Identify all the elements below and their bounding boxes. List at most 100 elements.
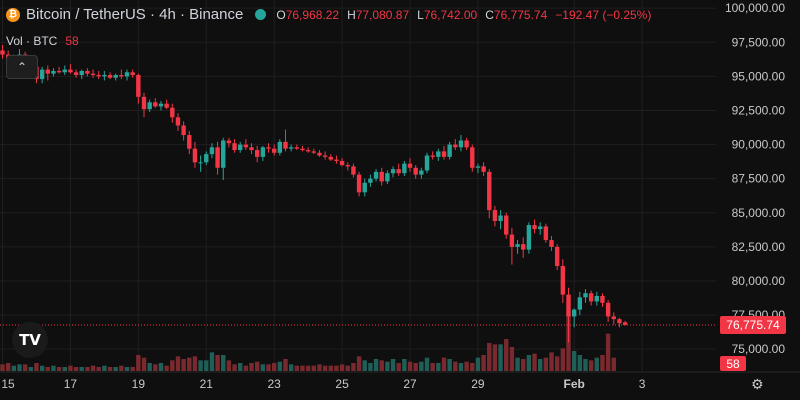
price-axis-label: 82,500.00 [732,240,786,254]
candle-body [521,244,526,250]
candle-body [56,70,62,73]
volume-bar [362,360,367,371]
volume-bar [526,355,532,371]
volume-bar [164,365,169,371]
price-axis-label: 95,000.00 [732,69,786,83]
candle-body [68,69,73,73]
ohlc-readout: O76,968.22 H77,080.87 L76,742.00 C76,775… [276,8,651,22]
price-axis-label: 75,000.00 [732,342,786,356]
volume-bar [521,359,526,371]
volume-bar [571,351,577,371]
candle-body [594,295,599,302]
ohlc-low-value: 76,742.00 [423,7,478,22]
volume-bar [266,364,271,371]
collapse-legend-button[interactable]: ⌃ [6,55,38,79]
candle-body [288,147,294,149]
candle-body [187,135,192,149]
candle-body [430,155,435,157]
candle-body [351,166,356,175]
candle-body [492,210,498,221]
volume-bar [492,344,498,371]
volume-bar [583,359,588,371]
volume-bar [396,363,401,371]
candle-body [617,319,622,324]
volume-bar [277,361,283,371]
volume-bar [600,355,605,371]
candle-body [271,148,277,153]
volume-label: Vol · BTC [6,34,58,48]
candle-body [266,147,271,149]
volume-bar [153,364,158,371]
candle-body [356,174,362,193]
volume-bar [594,357,599,371]
volume-bar [560,348,566,371]
candle-body [39,69,45,80]
volume-bar [51,365,56,371]
candle-body [373,171,379,179]
tradingview-logo[interactable]: TV [12,322,48,358]
candle-body [249,147,254,151]
candle-body [209,147,215,155]
symbol-title[interactable]: Bitcoin / TetherUS · 4h · Binance [26,6,244,23]
ohlc-close-key: C [485,7,494,22]
volume-bar [385,361,390,371]
candle-body [311,151,316,153]
volume-legend[interactable]: Vol · BTC 58 [6,34,79,48]
candle-body [124,72,130,77]
volume-bar [79,367,84,371]
candle-body [215,147,220,168]
candle-body [600,295,605,303]
time-axis-label: 21 [200,377,214,391]
volume-bar [300,365,305,371]
candle-body [447,144,452,157]
candle-body [413,167,418,175]
candle-body [611,316,616,320]
volume-bar [39,365,45,371]
candle-body [436,151,441,157]
candle-body [475,166,481,168]
time-axis-label: 25 [335,377,349,391]
volume-bar [390,359,396,371]
candle-body [90,73,96,76]
volume-bar [498,344,503,371]
candle-body [504,215,509,235]
candle-body [458,140,464,148]
candle-body [192,148,198,163]
candle-body [232,143,237,151]
candle-body [119,75,124,77]
volume-bar [509,347,515,371]
candle-body [300,148,305,151]
volume-bar [322,365,328,371]
volume-bar [243,365,249,371]
candle-body [402,163,407,174]
volume-bar [339,364,345,371]
volume-bar [130,367,135,371]
candle-body [543,226,549,241]
volume-bar [271,363,277,371]
tradingview-logo-icon: TV [19,331,41,349]
candle-body [62,69,67,73]
volume-bar [430,363,435,371]
time-axis-label: 23 [268,377,282,391]
candle-body [453,144,458,148]
candle-body [498,215,503,221]
candle-body [73,72,79,76]
volume-bar [481,355,486,371]
volume-bar [124,367,130,371]
volume-bar [453,361,458,371]
candle-body [277,141,283,153]
candle-body [238,144,243,151]
candle-body [221,140,226,168]
volume-bar [260,364,266,371]
volume-bar [470,363,475,371]
volume-bar [158,363,164,371]
candle-body [51,70,56,74]
price-axis-label: 80,000.00 [732,274,786,288]
gear-icon[interactable]: ⚙ [751,377,764,393]
time-axis-label: Feb [563,377,584,391]
volume-bar [413,363,418,371]
candle-body [294,147,300,149]
price-axis-label: 87,500.00 [732,172,786,186]
volume-bar [588,360,594,371]
